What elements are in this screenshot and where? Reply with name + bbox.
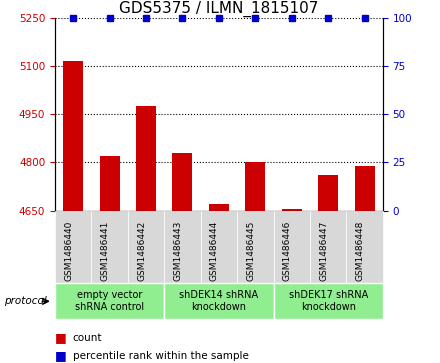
Text: GSM1486444: GSM1486444	[210, 221, 219, 281]
Text: shDEK17 shRNA
knockdown: shDEK17 shRNA knockdown	[289, 290, 368, 312]
Text: GSM1486445: GSM1486445	[246, 221, 255, 281]
Bar	[209, 204, 229, 211]
Text: GSM1486441: GSM1486441	[101, 221, 110, 281]
Bar	[99, 156, 120, 211]
Bar	[355, 166, 374, 211]
Text: GSM1486448: GSM1486448	[356, 221, 365, 281]
Text: empty vector
shRNA control: empty vector shRNA control	[75, 290, 144, 312]
Text: GSM1486443: GSM1486443	[173, 221, 183, 281]
Bar	[318, 175, 338, 211]
Text: ■: ■	[55, 331, 67, 344]
Text: GSM1486446: GSM1486446	[283, 221, 292, 281]
Text: ■: ■	[55, 349, 67, 362]
Bar	[172, 153, 192, 211]
Title: GDS5375 / ILMN_1815107: GDS5375 / ILMN_1815107	[119, 1, 319, 17]
Text: count: count	[73, 333, 102, 343]
Bar	[136, 106, 156, 211]
Text: protocol: protocol	[4, 296, 47, 306]
Text: GSM1486442: GSM1486442	[137, 221, 146, 281]
Bar	[63, 61, 83, 211]
Text: shDEK14 shRNA
knockdown: shDEK14 shRNA knockdown	[180, 290, 258, 312]
Text: GSM1486440: GSM1486440	[64, 221, 73, 281]
Text: GSM1486447: GSM1486447	[319, 221, 328, 281]
Bar	[246, 162, 265, 211]
Text: percentile rank within the sample: percentile rank within the sample	[73, 351, 249, 361]
Bar	[282, 209, 302, 211]
